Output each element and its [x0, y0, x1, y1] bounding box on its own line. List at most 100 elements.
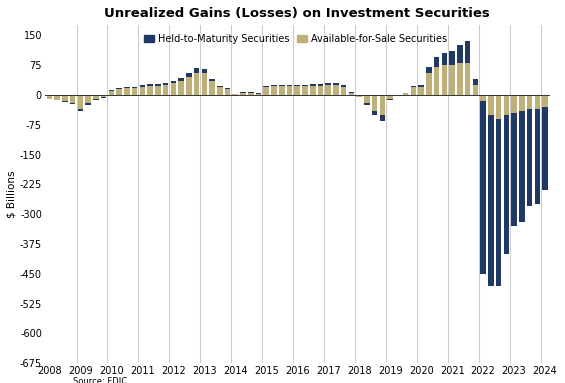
Bar [179, 81, 184, 95]
Bar [480, 101, 486, 274]
Legend: Held-to-Maturity Securities, Available-for-Sale Securities: Held-to-Maturity Securities, Available-f… [141, 30, 451, 48]
Bar [263, 86, 269, 87]
Bar [286, 86, 292, 95]
Bar [325, 85, 331, 95]
Bar [519, 95, 525, 111]
Bar [310, 84, 315, 86]
Bar [232, 94, 238, 95]
Bar [248, 93, 254, 95]
Bar [294, 86, 300, 95]
Bar [372, 111, 377, 115]
Bar [101, 97, 106, 98]
Bar [294, 85, 300, 86]
Bar [333, 83, 339, 85]
Bar [101, 95, 106, 97]
Bar [116, 89, 122, 95]
Bar [542, 95, 548, 107]
Bar [46, 95, 52, 99]
Bar [62, 101, 68, 102]
Bar [93, 99, 99, 100]
Bar [93, 95, 99, 99]
Bar [85, 103, 91, 105]
Bar [418, 87, 424, 95]
Bar [380, 115, 385, 121]
Bar [163, 85, 168, 95]
Bar [418, 85, 424, 87]
Bar [534, 95, 540, 109]
Bar [511, 113, 517, 226]
Bar [542, 107, 548, 190]
Bar [116, 88, 122, 89]
Bar [209, 81, 215, 95]
Bar [279, 85, 285, 86]
Bar [256, 93, 261, 94]
Bar [62, 95, 68, 101]
Bar [411, 87, 416, 95]
Bar [108, 90, 114, 91]
Bar [488, 115, 494, 286]
Bar [472, 79, 478, 85]
Bar [449, 51, 455, 65]
Bar [442, 53, 447, 65]
Bar [132, 88, 137, 95]
Bar [163, 83, 168, 85]
Bar [124, 88, 129, 95]
Bar [388, 95, 393, 99]
Bar [147, 84, 153, 86]
Bar [325, 83, 331, 85]
Bar [480, 95, 486, 101]
Bar [519, 111, 525, 222]
Bar [496, 119, 501, 286]
Bar [380, 95, 385, 115]
Bar [194, 73, 199, 95]
Bar [434, 57, 440, 67]
Bar [240, 93, 246, 95]
Bar [318, 86, 323, 95]
Bar [388, 99, 393, 100]
Bar [124, 87, 129, 88]
Bar [155, 84, 160, 86]
Bar [364, 95, 370, 103]
Bar [503, 115, 509, 254]
Bar [449, 65, 455, 95]
Bar [85, 95, 91, 103]
Bar [186, 73, 192, 77]
Bar [147, 86, 153, 95]
Bar [527, 109, 532, 206]
Bar [202, 69, 207, 73]
Bar [140, 85, 145, 87]
Bar [263, 87, 269, 95]
Bar [310, 86, 315, 95]
Bar [372, 95, 377, 111]
Bar [333, 85, 339, 95]
Bar [403, 93, 408, 95]
Bar [511, 95, 517, 113]
Bar [217, 87, 223, 95]
Bar [357, 95, 362, 97]
Bar [171, 83, 176, 95]
Bar [341, 85, 346, 87]
Bar [434, 67, 440, 95]
Bar [349, 92, 354, 93]
Bar [426, 73, 432, 95]
Bar [472, 85, 478, 95]
Bar [225, 89, 231, 95]
Bar [194, 68, 199, 73]
Bar [77, 95, 83, 109]
Bar [240, 92, 246, 93]
Text: Source: FDIC.
Note: Insured Call Report filers only. Unrealized losses on securi: Source: FDIC. Note: Insured Call Report … [72, 377, 531, 383]
Bar [465, 63, 471, 95]
Bar [202, 73, 207, 95]
Bar [209, 79, 215, 81]
Bar [140, 87, 145, 95]
Y-axis label: $ Billions: $ Billions [7, 170, 17, 218]
Bar [457, 63, 463, 95]
Bar [186, 77, 192, 95]
Bar [457, 45, 463, 63]
Bar [108, 91, 114, 95]
Bar [488, 95, 494, 115]
Bar [279, 86, 285, 95]
Bar [341, 87, 346, 95]
Bar [70, 103, 75, 104]
Bar [155, 86, 160, 95]
